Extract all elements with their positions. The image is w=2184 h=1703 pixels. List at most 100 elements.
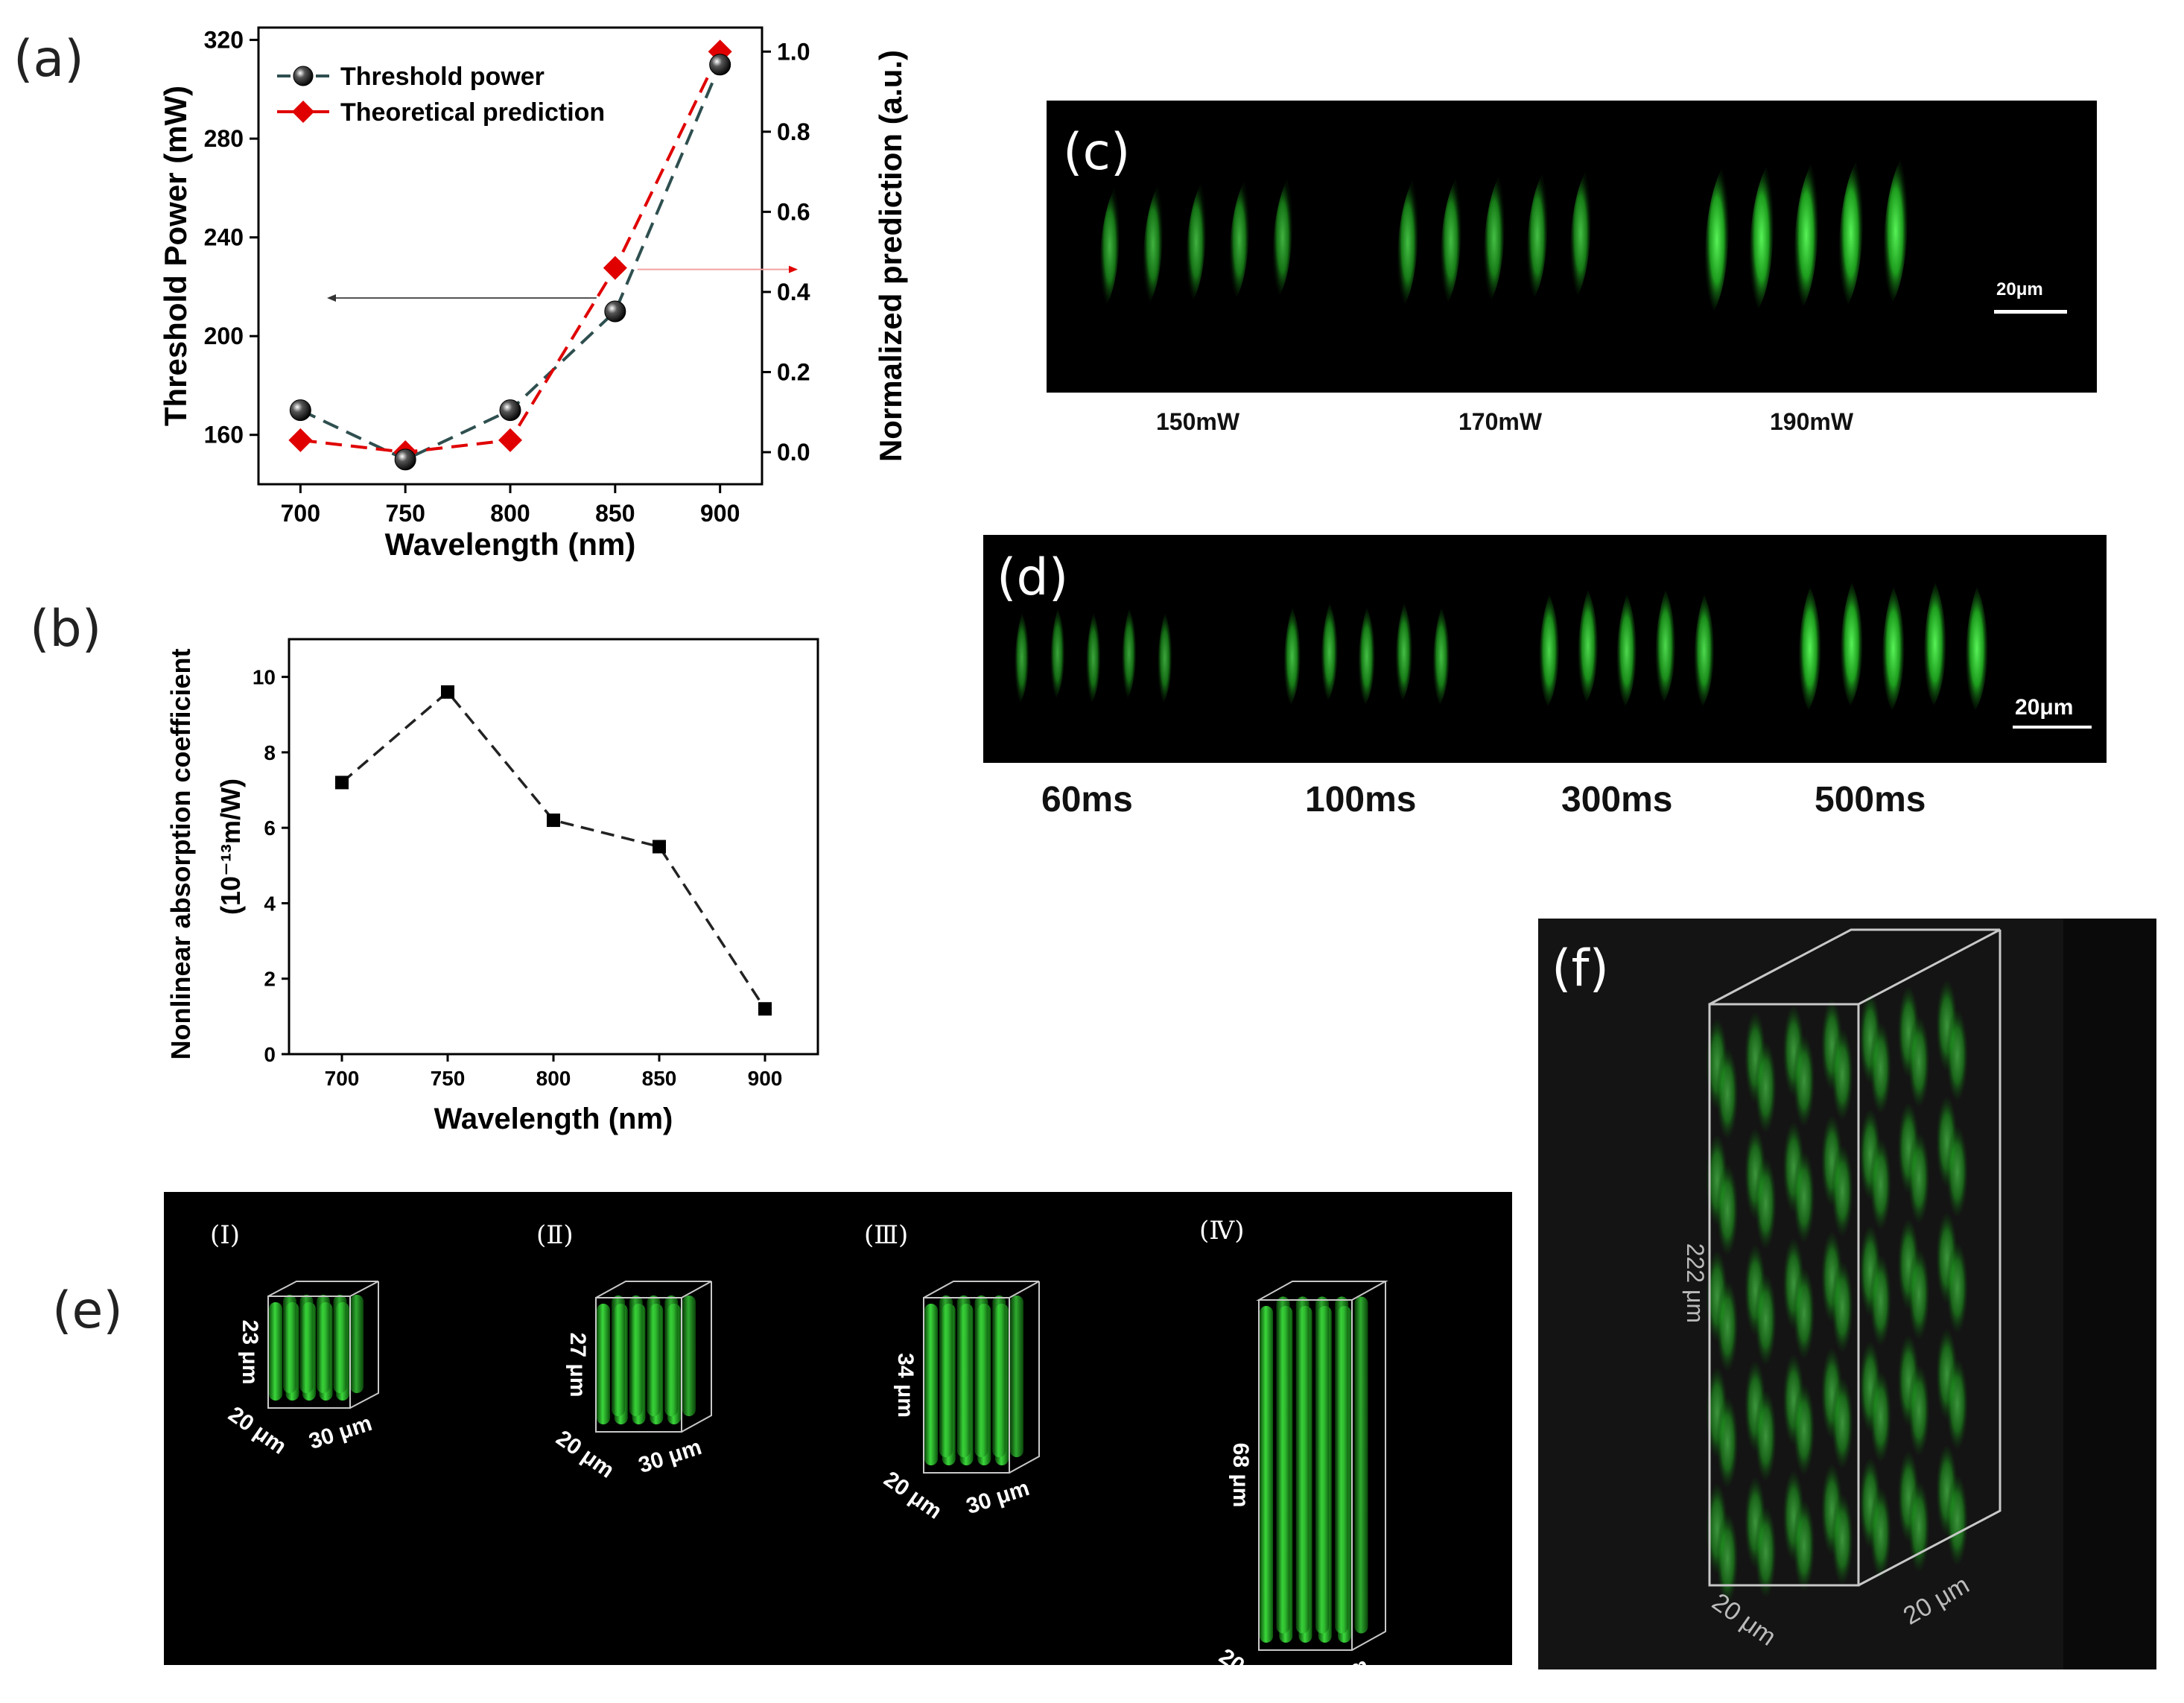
green-column (1908, 1249, 1930, 1339)
green-streak (1882, 587, 1905, 710)
green-streak (1441, 179, 1461, 302)
green-column (1717, 1049, 1738, 1138)
green-streak (1086, 613, 1101, 703)
roman-3: (Ⅲ) (864, 1220, 909, 1250)
green-streak (1099, 188, 1120, 304)
x-tick-label: 700 (281, 500, 320, 527)
green-column (1832, 1494, 1853, 1585)
green-pillar (664, 1296, 679, 1416)
green-column (1755, 1507, 1777, 1597)
height-label: 34 μm (893, 1353, 918, 1418)
green-column (1908, 1133, 1930, 1223)
green-streak (1841, 583, 1863, 705)
label-190mw: 190mW (1770, 408, 1854, 435)
y2-tick-label: 0.8 (777, 118, 810, 145)
threshold-point (709, 54, 731, 76)
green-streak (1704, 169, 1729, 311)
prediction-point (498, 428, 522, 452)
green-streak (1158, 613, 1172, 703)
green-pillar (924, 1304, 938, 1465)
green-streak (1578, 590, 1598, 702)
green-pillar (629, 1296, 643, 1416)
green-streak (1143, 186, 1163, 302)
y-tick-label: 200 (204, 323, 244, 349)
green-pillar (1276, 1296, 1290, 1634)
box-top-face (1709, 928, 2001, 1006)
green-streak (1655, 590, 1675, 702)
data-point (653, 840, 666, 854)
green-streak (1229, 182, 1249, 297)
x-tick-label: 800 (490, 500, 530, 527)
green-column (1946, 1359, 1968, 1449)
threshold-point (394, 448, 416, 471)
green-streak (1924, 583, 1946, 705)
green-pillar (317, 1295, 330, 1393)
green-column (1717, 1281, 1738, 1371)
green-column (1717, 1398, 1738, 1487)
y-axis-label: Nonlinear absorption coefficient (165, 648, 196, 1059)
green-streak (1283, 608, 1301, 705)
green-streak (1186, 184, 1206, 299)
x-tick-label: 800 (536, 1067, 571, 1090)
green-pillar (269, 1302, 282, 1401)
scalebar-label: 20μm (1996, 279, 2043, 299)
panel-label-f: (f) (1552, 939, 1609, 998)
green-pillar (1295, 1296, 1310, 1634)
legend-threshold-marker (293, 66, 314, 86)
green-streak (1050, 609, 1065, 698)
panel-label-a: (a) (13, 30, 84, 89)
width-label: 20 μm (1899, 1570, 1974, 1631)
threshold-point (499, 399, 521, 422)
data-point (441, 685, 454, 699)
green-streak (1358, 608, 1375, 705)
green-column (1908, 1482, 1930, 1572)
green-column (1870, 1488, 1891, 1578)
height-label: 222 μm (1682, 1243, 1709, 1323)
green-column (1870, 1023, 1891, 1113)
y-tick-label: 320 (204, 27, 244, 54)
plot-frame (288, 638, 819, 1056)
y-tick-label: 160 (204, 422, 244, 448)
box-side-edges (681, 1281, 712, 1433)
x-tick-label: 700 (325, 1067, 360, 1090)
green-column (1755, 1158, 1777, 1249)
threshold-point (604, 300, 626, 323)
green-pillar (992, 1296, 1006, 1457)
green-pillar (612, 1296, 625, 1416)
box-side-edges (1351, 1281, 1386, 1651)
panel-label-b: (b) (30, 600, 102, 659)
arrow-head-left (327, 294, 336, 302)
green-streak (1966, 587, 1988, 710)
label-100ms: 100ms (1305, 780, 1417, 819)
label-150mw: 150mW (1156, 408, 1240, 435)
y-tick-label: 240 (204, 224, 244, 251)
green-pillar (647, 1296, 661, 1416)
green-streak (1694, 594, 1714, 706)
x-tick-label: 850 (595, 500, 635, 527)
label-500ms: 500ms (1815, 780, 1926, 819)
data-point (335, 776, 349, 790)
scalebar (2013, 726, 2092, 729)
arrow-head-right (789, 265, 798, 273)
y2-tick-label: 0.4 (777, 279, 810, 305)
height-label: 68 μm (1228, 1443, 1253, 1508)
green-pillar (1315, 1296, 1329, 1634)
y2-tick-label: 0.2 (777, 358, 810, 385)
panel-f-image: 222 μm 20 μm 20 μm (f) (1538, 919, 2156, 1669)
green-streak (1432, 608, 1450, 705)
y-tick-label: 6 (264, 816, 276, 840)
green-pillar (956, 1296, 971, 1457)
green-column (1793, 1500, 1815, 1591)
green-column (1946, 1243, 1968, 1333)
green-streak (1616, 594, 1637, 706)
green-pillar (1010, 1296, 1023, 1457)
label-60ms: 60ms (1041, 780, 1133, 819)
width-label: 30 μm (306, 1411, 375, 1454)
panel-label-d: (d) (997, 548, 1069, 607)
height-label: 27 μm (565, 1333, 590, 1398)
green-pillar (974, 1296, 988, 1457)
depth-label: 20 μm (1214, 1644, 1281, 1665)
legend-prediction-label: Theoretical prediction (340, 98, 605, 127)
green-pillar (299, 1295, 314, 1393)
green-pillar (350, 1295, 364, 1393)
